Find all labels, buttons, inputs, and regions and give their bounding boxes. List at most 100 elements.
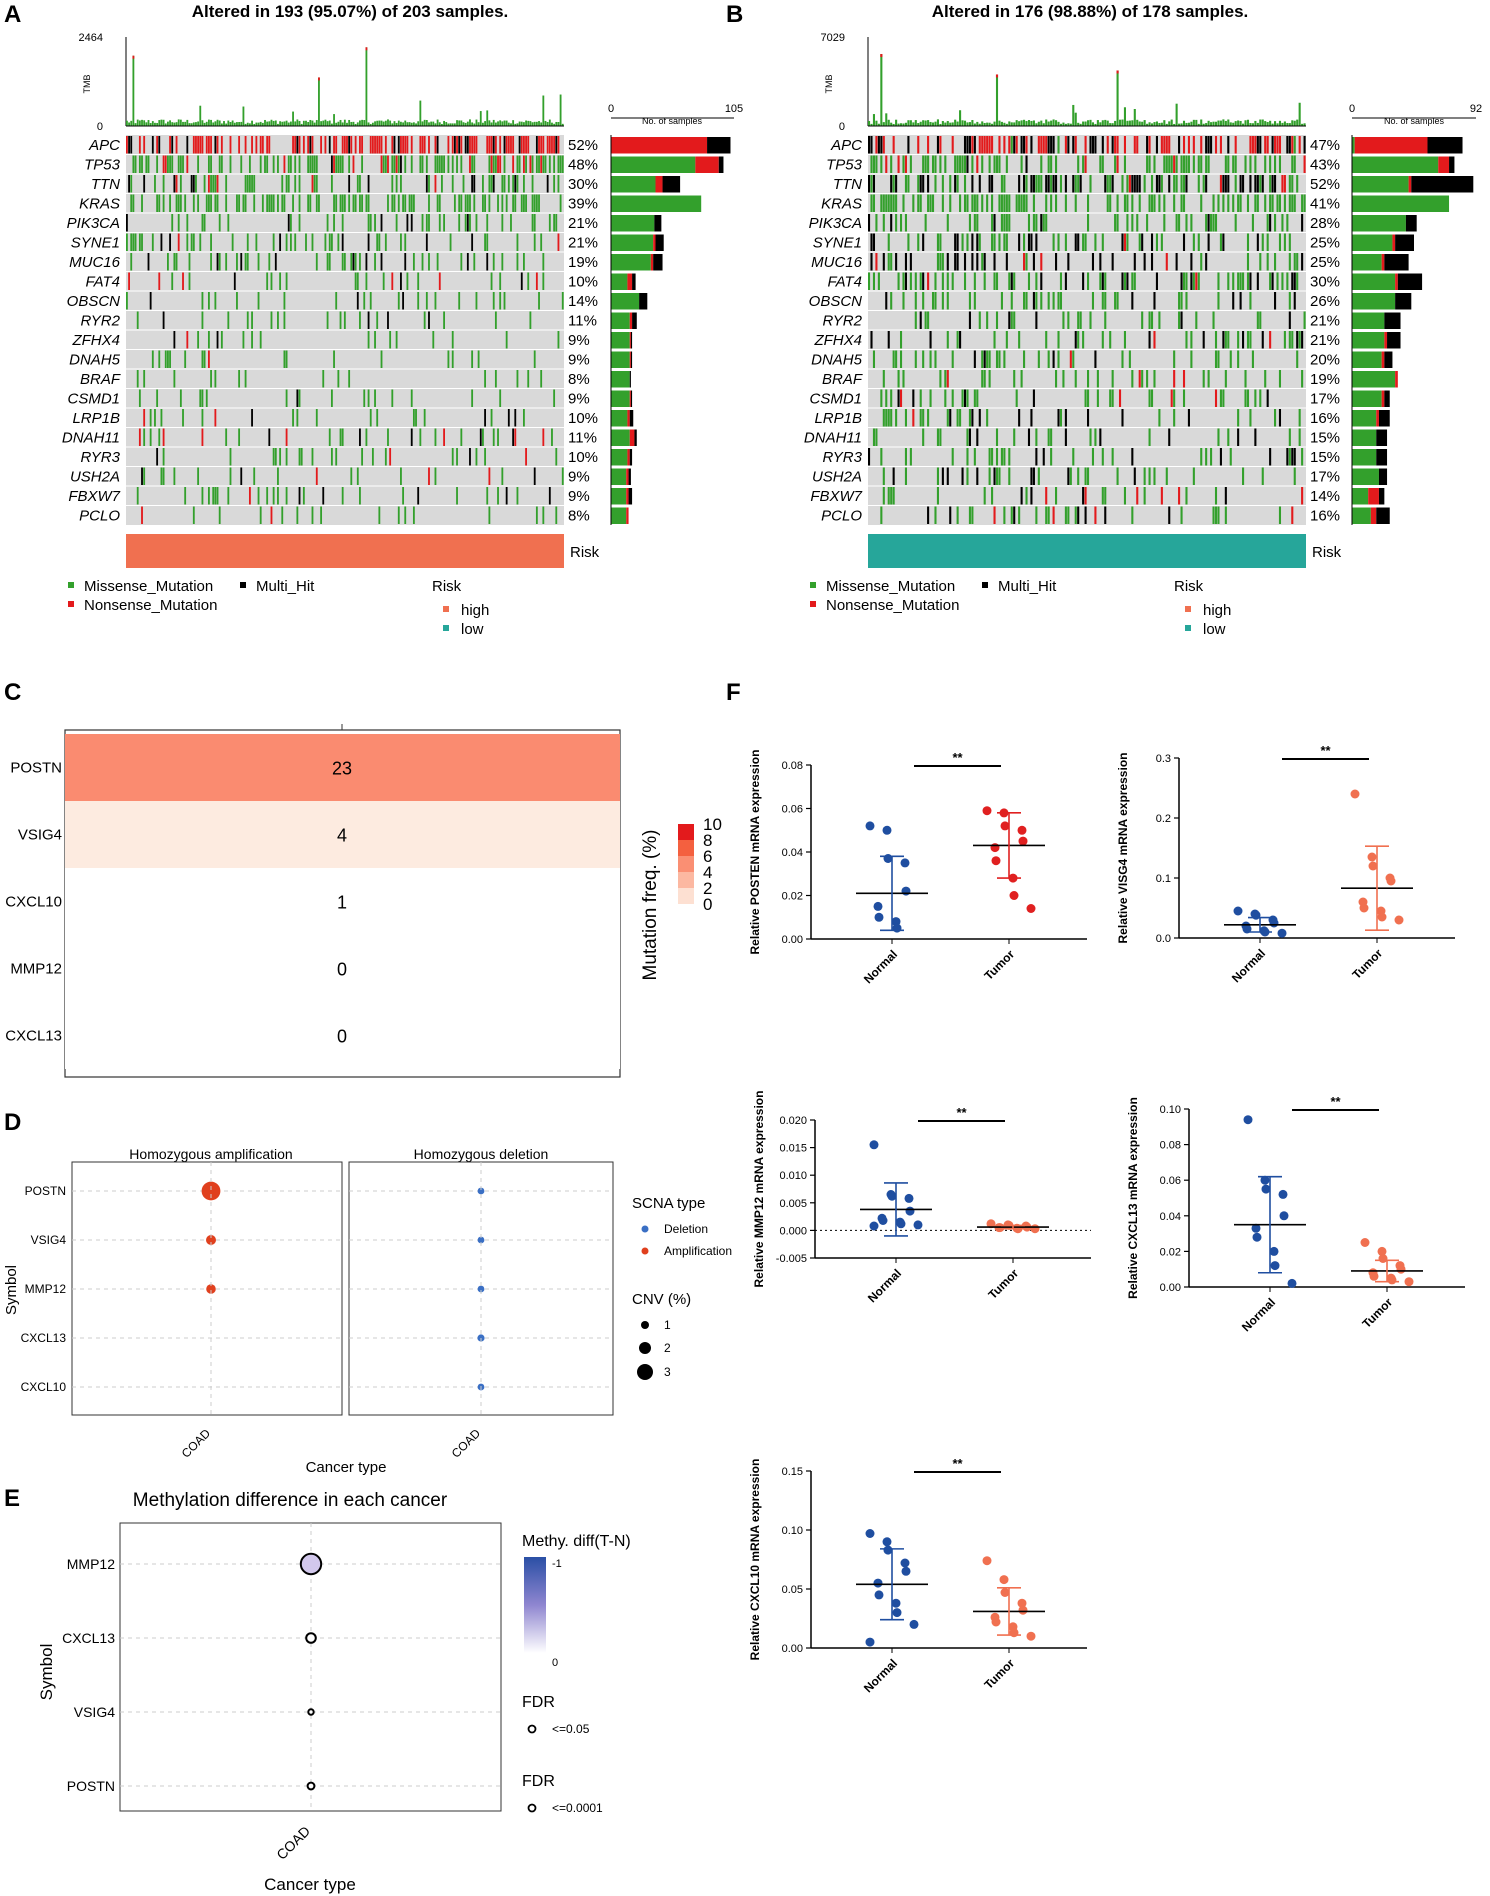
mutation-cell bbox=[367, 233, 370, 251]
tmb-bar bbox=[1261, 119, 1264, 126]
mutation-cell bbox=[158, 428, 161, 446]
mutation-cell bbox=[1094, 506, 1097, 524]
tumor-point bbox=[1018, 836, 1028, 846]
mutation-cell bbox=[428, 311, 430, 329]
mutation-cell bbox=[1052, 292, 1055, 310]
mutation-cell bbox=[1288, 448, 1291, 466]
mutation-cell bbox=[899, 214, 903, 232]
mutation-cell bbox=[1278, 136, 1282, 154]
tmb-bar bbox=[978, 123, 981, 126]
tmb-bar bbox=[238, 122, 241, 126]
tmb-bar bbox=[1254, 120, 1257, 126]
mutation-cell bbox=[917, 136, 920, 154]
mutation-cell bbox=[1047, 155, 1050, 173]
mutation-cell bbox=[1030, 467, 1033, 485]
mutation-cell bbox=[203, 175, 206, 193]
mutation-cell bbox=[1286, 272, 1289, 290]
mutation-cell bbox=[535, 194, 538, 212]
mutation-cell bbox=[971, 409, 974, 427]
gene-label: PCLO bbox=[821, 507, 862, 524]
mutation-cell bbox=[428, 214, 430, 232]
mutation-cell bbox=[367, 331, 370, 349]
mutation-cell bbox=[518, 136, 521, 154]
percent-label: 52% bbox=[1310, 176, 1340, 193]
mutation-cell bbox=[1131, 194, 1134, 212]
normal-point bbox=[882, 1537, 892, 1547]
normal-point bbox=[883, 1545, 893, 1555]
mutation-cell bbox=[195, 175, 197, 193]
tmb-bar bbox=[909, 120, 912, 126]
sample-count-segment bbox=[626, 468, 629, 485]
legend-nonsense: Nonsense_Mutation bbox=[826, 597, 959, 614]
mutation-cell bbox=[1180, 194, 1183, 212]
tmb-bar bbox=[294, 121, 297, 126]
mutation-cell bbox=[1190, 350, 1193, 368]
mutation-cell bbox=[482, 194, 484, 212]
tmb-bar bbox=[255, 122, 258, 126]
tmb-bar bbox=[1182, 120, 1186, 126]
panel-d-scna: Homozygous amplification Homozygous dele… bbox=[3, 1146, 732, 1476]
mutation-cell bbox=[872, 428, 876, 446]
heatmap-gene-label: POSTN bbox=[10, 760, 62, 777]
mutation-cell bbox=[1074, 175, 1077, 193]
mutation-cell bbox=[264, 155, 266, 173]
tmb-bar bbox=[460, 120, 463, 126]
mutation-cell bbox=[956, 331, 959, 349]
mutation-cell bbox=[214, 409, 217, 427]
mutation-cell bbox=[376, 409, 379, 427]
mutation-cell bbox=[244, 175, 247, 193]
mutation-cell bbox=[968, 136, 971, 154]
mutation-cell bbox=[1293, 292, 1296, 310]
mutation-cell bbox=[225, 428, 228, 446]
sample-count-segment bbox=[1378, 468, 1388, 485]
mutation-cell bbox=[380, 253, 383, 271]
mutation-cell bbox=[902, 292, 905, 310]
mutation-cell bbox=[890, 487, 893, 505]
mutation-cell bbox=[1008, 194, 1011, 212]
mutation-cell bbox=[525, 448, 527, 466]
mutation-cell bbox=[1138, 233, 1141, 251]
mutation-cell bbox=[272, 233, 275, 251]
colorbar-title: Mutation freq. (%) bbox=[640, 830, 661, 981]
mutation-cell bbox=[988, 448, 991, 466]
mutation-cell bbox=[1050, 136, 1053, 154]
mutation-cell bbox=[141, 155, 143, 173]
mutation-cell bbox=[1089, 136, 1092, 154]
mutation-cell bbox=[1077, 331, 1080, 349]
mutation-cell bbox=[177, 233, 180, 251]
mutation-cell bbox=[1298, 409, 1301, 427]
tumor-point bbox=[1030, 1224, 1040, 1234]
mutation-cell bbox=[266, 155, 269, 173]
mutation-cell bbox=[238, 136, 241, 154]
tmb-bar bbox=[1192, 119, 1195, 126]
tmb-bar bbox=[899, 123, 903, 126]
mutation-cell bbox=[145, 155, 148, 173]
mutation-cell bbox=[983, 370, 986, 388]
mutation-cell bbox=[1042, 448, 1045, 466]
mutation-cell bbox=[128, 272, 130, 290]
mutation-cell bbox=[976, 389, 979, 407]
tumor-point bbox=[991, 856, 1001, 866]
x-tick-label: Tumor bbox=[1359, 1295, 1395, 1331]
mutation-cell bbox=[460, 253, 463, 271]
mutation-cell bbox=[914, 272, 917, 290]
gene-label: DNAH5 bbox=[811, 351, 863, 368]
tmb-bar bbox=[326, 121, 329, 126]
mutation-cell bbox=[553, 136, 556, 154]
mutation-cell bbox=[981, 350, 984, 368]
sample-count-segment bbox=[1352, 137, 1355, 154]
mutation-cell bbox=[1052, 506, 1055, 524]
mutation-cell bbox=[1180, 272, 1183, 290]
mutation-cell bbox=[1148, 331, 1151, 349]
mutation-cell bbox=[1141, 233, 1144, 251]
mutation-cell bbox=[507, 136, 510, 154]
mutation-cell bbox=[268, 136, 271, 154]
sample-count-segment bbox=[1352, 390, 1382, 407]
mutation-cell bbox=[1035, 214, 1038, 232]
tmb-bar bbox=[1224, 120, 1227, 126]
tumor-point bbox=[1369, 1271, 1379, 1281]
mutation-cell bbox=[1217, 506, 1220, 524]
mutation-cell bbox=[378, 233, 381, 251]
mutation-cell bbox=[954, 155, 957, 173]
mutation-cell bbox=[302, 487, 305, 505]
